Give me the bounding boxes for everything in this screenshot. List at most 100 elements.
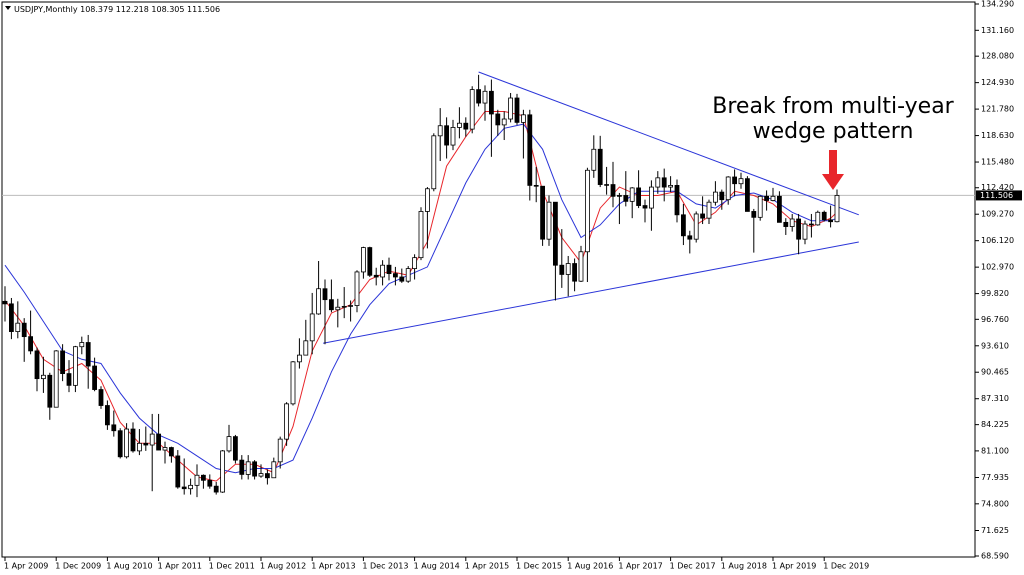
- candle-body: [693, 213, 699, 240]
- candle-body: [373, 274, 379, 278]
- candle-body: [521, 114, 526, 123]
- candle-body: [751, 211, 757, 218]
- candle-body: [92, 365, 97, 390]
- y-tick-label: 68.590: [981, 552, 1009, 561]
- trendline: [323, 241, 859, 344]
- x-tick-label: 1 Apr 2009: [4, 562, 48, 571]
- candle-body: [674, 184, 680, 216]
- candle-body: [565, 263, 571, 275]
- candle-body: [738, 178, 744, 185]
- arrow-shaft: [829, 150, 837, 175]
- high-value: 112.218: [116, 5, 149, 14]
- x-tick-label: 1 Apr 2019: [772, 562, 816, 571]
- y-tick-label: 131.160: [981, 26, 1014, 35]
- candle-body: [188, 484, 194, 490]
- candle-body: [796, 218, 801, 240]
- candle-body: [597, 148, 603, 185]
- candle-body: [245, 461, 251, 475]
- y-tick-label: 118.630: [981, 131, 1014, 140]
- candle-body: [156, 433, 162, 451]
- candle-body: [322, 288, 328, 301]
- candle-body: [124, 428, 129, 458]
- candle-body: [456, 122, 462, 128]
- candle-body: [591, 148, 597, 171]
- candle-body: [264, 473, 270, 479]
- x-tick-label: 1 Apr 2013: [311, 562, 355, 571]
- y-tick-label: 115.480: [981, 158, 1014, 167]
- y-tick-label: 109.270: [981, 210, 1014, 219]
- y-tick-label: 77.935: [981, 473, 1009, 482]
- candle-body: [2, 300, 8, 305]
- candle-body: [553, 201, 558, 266]
- candle-body: [668, 184, 673, 188]
- candle-body: [258, 473, 264, 477]
- candle-body: [392, 273, 398, 278]
- x-tick-label: 1 Apr 2017: [618, 562, 662, 571]
- candle-body: [514, 97, 520, 123]
- candle-body: [815, 211, 821, 226]
- open-value: 108.379: [80, 5, 113, 14]
- candle-body: [610, 184, 616, 197]
- plot-frame: [1, 1, 976, 558]
- candle-body: [136, 442, 142, 452]
- candle-body: [617, 195, 622, 197]
- y-tick-label: 93.610: [981, 341, 1009, 350]
- annotation: Break from multi-year: [712, 94, 954, 119]
- candle-body: [450, 127, 456, 146]
- candle-body: [226, 436, 232, 452]
- candle-body: [706, 201, 712, 219]
- y-tick-label: 121.780: [981, 105, 1014, 114]
- candle-body: [15, 322, 21, 332]
- candle-body: [764, 195, 769, 201]
- candle-body: [8, 303, 14, 332]
- candle-body: [572, 263, 577, 282]
- y-tick-label: 81.100: [981, 446, 1009, 455]
- candle-body: [828, 219, 833, 223]
- candle-body: [296, 354, 302, 363]
- candle-body: [777, 195, 782, 223]
- candle-body: [149, 433, 155, 446]
- candle-body: [757, 195, 763, 218]
- candle-body: [290, 361, 296, 405]
- candle-body: [770, 195, 776, 201]
- y-tick-label: 124.930: [981, 78, 1014, 87]
- candle-body: [444, 125, 450, 146]
- candle-body: [834, 195, 840, 223]
- x-tick-label: 1 Dec 2011: [209, 562, 255, 571]
- candle-body: [60, 350, 65, 374]
- annotation: wedge pattern: [753, 119, 914, 144]
- candle-body: [809, 223, 814, 226]
- candle-body: [143, 442, 149, 446]
- candle-body: [41, 374, 46, 380]
- candle-body: [47, 374, 53, 408]
- candle-body: [303, 340, 309, 356]
- candle-body: [328, 299, 334, 311]
- x-tick-label: 1 Dec 2019: [823, 562, 869, 571]
- candle-body: [354, 271, 360, 306]
- candle-body: [252, 461, 258, 477]
- x-tick-label: 1 Dec 2017: [670, 562, 716, 571]
- candle-body: [284, 403, 290, 440]
- candle-body: [111, 424, 117, 432]
- candle-body: [418, 211, 424, 259]
- candle-body: [367, 247, 373, 276]
- candle-body: [745, 178, 750, 212]
- low-value: 108.305: [151, 5, 184, 14]
- candle-body: [277, 438, 283, 463]
- candle-body: [642, 205, 648, 209]
- candle-body: [412, 257, 418, 269]
- candle-body: [501, 118, 507, 126]
- candle-body: [399, 276, 405, 282]
- candle-body: [821, 211, 827, 221]
- candle-body: [732, 176, 737, 185]
- chart-header: USDJPY,Monthly 108.379 112.218 108.305 1…: [14, 5, 220, 14]
- candle-body: [380, 264, 386, 278]
- candle-body: [424, 188, 430, 212]
- candle-body: [73, 346, 78, 386]
- candle-body: [725, 176, 731, 201]
- y-tick-label: 106.120: [981, 236, 1014, 245]
- y-tick-label: 134.290: [981, 0, 1014, 9]
- candle-body: [181, 486, 187, 490]
- candle-body: [386, 264, 392, 275]
